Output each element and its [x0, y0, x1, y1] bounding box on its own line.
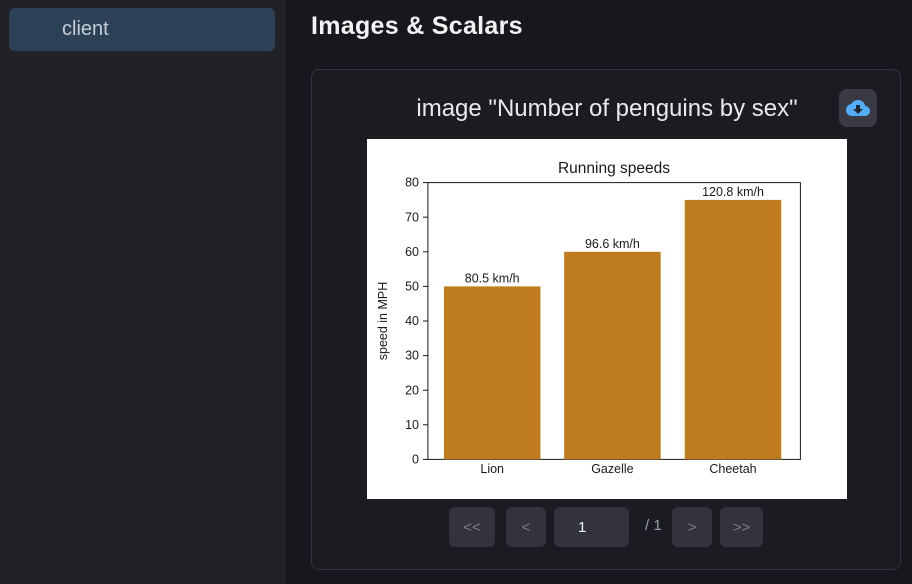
svg-text:Cheetah: Cheetah	[709, 462, 756, 476]
svg-text:0: 0	[412, 453, 419, 467]
svg-text:speed in MPH: speed in MPH	[376, 282, 390, 361]
svg-text:70: 70	[405, 210, 419, 224]
svg-text:Lion: Lion	[480, 462, 504, 476]
svg-text:Running speeds: Running speeds	[558, 160, 670, 177]
svg-text:80: 80	[405, 176, 419, 190]
svg-text:10: 10	[405, 418, 419, 432]
svg-text:40: 40	[405, 314, 419, 328]
svg-text:50: 50	[405, 280, 419, 294]
svg-text:Gazelle: Gazelle	[591, 462, 633, 476]
svg-text:120.8 km/h: 120.8 km/h	[702, 185, 764, 199]
svg-text:60: 60	[405, 245, 419, 259]
svg-text:80.5 km/h: 80.5 km/h	[465, 271, 520, 285]
svg-text:30: 30	[405, 349, 419, 363]
svg-text:20: 20	[405, 383, 419, 397]
svg-text:96.6 km/h: 96.6 km/h	[585, 237, 640, 251]
